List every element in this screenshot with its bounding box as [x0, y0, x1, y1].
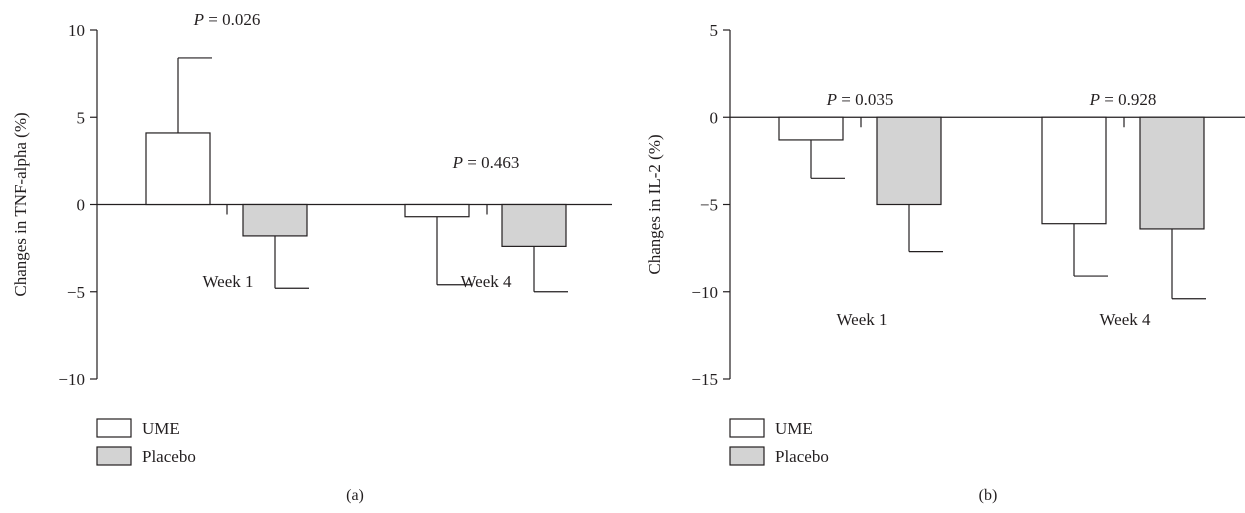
p-symbol: P [826, 90, 837, 109]
legend-swatch [96, 418, 132, 438]
y-tick-label: −5 [700, 196, 718, 215]
y-axis-title: Changes in TNF-alpha (%) [11, 112, 30, 296]
y-tick-label: 0 [77, 196, 86, 215]
y-tick-label: 10 [68, 21, 85, 40]
p-symbol: P [452, 153, 463, 172]
p-value-annotation: P = 0.928 [1089, 90, 1157, 109]
y-tick-label: 5 [77, 108, 86, 127]
legend-swatch [729, 446, 765, 466]
legend-label: Placebo [775, 447, 829, 466]
legend: UME Placebo [729, 418, 829, 466]
p-symbol: P [193, 10, 204, 29]
bar [501, 203, 567, 247]
legend-label: UME [775, 419, 813, 438]
x-tick-label: Week 4 [1099, 310, 1151, 329]
bar [778, 116, 844, 141]
p-value-annotation: P = 0.463 [452, 153, 520, 172]
legend-label: Placebo [142, 447, 196, 466]
panel-label: (b) [979, 487, 998, 504]
p-value-text: = 0.463 [463, 153, 519, 172]
x-tick-label: Week 1 [836, 310, 887, 329]
p-value-text: = 0.026 [204, 10, 260, 29]
bar [404, 203, 470, 218]
bar [145, 132, 211, 206]
bar [242, 203, 308, 237]
y-tick-label: −10 [691, 283, 718, 302]
panel-label: (a) [346, 487, 364, 504]
p-value-text: = 0.928 [1100, 90, 1156, 109]
legend: UME Placebo [96, 418, 196, 466]
p-symbol: P [1089, 90, 1100, 109]
y-tick-label: 0 [710, 108, 719, 127]
y-axis-title: Changes in IL-2 (%) [645, 134, 664, 274]
p-value-annotation: P = 0.035 [826, 90, 894, 109]
bar [1041, 116, 1107, 225]
x-tick-label: Week 4 [460, 272, 512, 291]
chart-panel: 10 5 0 −5 −10 Changes in TNF-alpha (%) Week 1 P… [11, 10, 612, 504]
legend-label: UME [142, 419, 180, 438]
bar [876, 116, 942, 206]
chart-panel: 5 0 −5 −10 −15 Changes in IL-2 (%) Week 1 P = 0… [645, 21, 1245, 504]
y-tick-label: 5 [710, 21, 719, 40]
x-tick-label: Week 1 [202, 272, 253, 291]
legend-swatch [96, 446, 132, 466]
p-value-annotation: P = 0.026 [193, 10, 261, 29]
legend-swatch [729, 418, 765, 438]
bar [1139, 116, 1205, 230]
y-tick-label: −5 [67, 283, 85, 302]
y-tick-label: −15 [691, 370, 718, 389]
p-value-text: = 0.035 [837, 90, 893, 109]
y-tick-label: −10 [58, 370, 85, 389]
